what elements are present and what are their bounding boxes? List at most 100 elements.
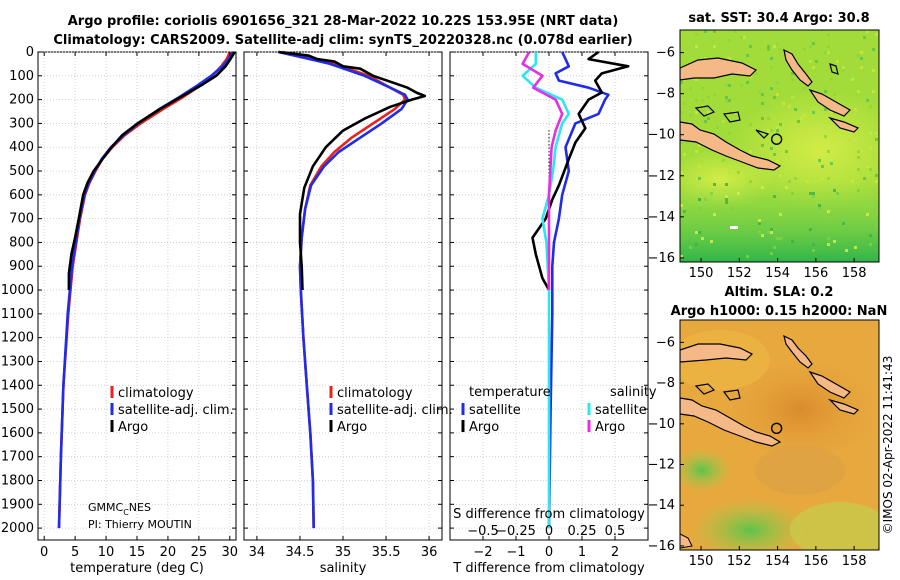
- map-y-tick-label: −8: [656, 376, 675, 391]
- x2-tick-label: −0.25: [496, 524, 536, 539]
- series-line-argo: [278, 50, 427, 291]
- sst-pixel: [770, 231, 773, 234]
- x2-tick-label: 0: [545, 524, 553, 539]
- sst-pixel: [779, 174, 782, 177]
- sst-pixel: [866, 30, 869, 33]
- sst-pixel: [698, 177, 701, 180]
- sst-pixel: [740, 36, 743, 39]
- legend-label-s-sat: satellite: [595, 403, 647, 418]
- map-x-tick-label: 158: [842, 554, 867, 569]
- x-tick-label: 30: [222, 545, 239, 560]
- sst-pixel: [824, 90, 827, 93]
- y-tick-label: 500: [9, 164, 34, 179]
- sst-pixel: [713, 45, 716, 48]
- x-tick-label: −1: [506, 545, 525, 560]
- sst-pixel: [698, 198, 701, 201]
- sst-pixel: [698, 207, 701, 210]
- sst-pixel: [791, 192, 794, 195]
- sst-pixel: [770, 129, 773, 132]
- x2-tick-label: 0.5: [605, 524, 626, 539]
- sst-pixel: [869, 168, 872, 171]
- sst-pixel: [725, 195, 728, 198]
- x-tick-label: 36: [421, 545, 438, 560]
- sst-pixel: [776, 159, 779, 162]
- sst-pixel: [713, 93, 716, 96]
- y-tick-label: 400: [9, 140, 34, 155]
- sst-missing-pixel: [730, 226, 738, 229]
- sst-pixel: [749, 75, 752, 78]
- sst-pixel: [704, 57, 707, 60]
- y-tick-label: 1800: [1, 473, 34, 488]
- sst-pixel: [746, 255, 749, 258]
- sst-pixel: [851, 180, 854, 183]
- sst-pixel: [833, 240, 836, 243]
- sst-pixel: [695, 150, 698, 153]
- sst-pixel: [761, 117, 764, 120]
- sst-pixel: [860, 66, 863, 69]
- sst-pixel: [824, 108, 827, 111]
- legend-title-salinity: salinity: [610, 385, 657, 400]
- sst-pixel: [779, 48, 782, 51]
- sst-pixel: [731, 207, 734, 210]
- map-y-tick-label: −12: [648, 458, 675, 473]
- map-x-tick-label: 152: [727, 266, 752, 281]
- sst-pixel: [791, 78, 794, 81]
- sst-pixel: [761, 102, 764, 105]
- sst-pixel: [815, 60, 818, 63]
- sst-pixel: [749, 123, 752, 126]
- sst-pixel: [713, 183, 716, 186]
- sst-pixel: [728, 132, 731, 135]
- temperature-xlabel: temperature (deg C): [70, 561, 204, 576]
- salinity-xlabel: salinity: [320, 561, 367, 576]
- x-tick-label: 34: [249, 545, 266, 560]
- map-y-tick-label: −12: [648, 169, 675, 184]
- sst-pixel: [827, 33, 830, 36]
- legend-label-clim: climatology: [118, 386, 194, 401]
- sst-pixel: [857, 150, 860, 153]
- sst-pixel: [683, 153, 686, 156]
- sst-pixel: [791, 96, 794, 99]
- sst-pixel: [776, 126, 779, 129]
- sst-pixel: [761, 186, 764, 189]
- map-y-tick-label: −14: [648, 498, 675, 513]
- sst-pixel: [713, 213, 716, 216]
- sst-pixel: [698, 231, 701, 234]
- y-tick-label: 1300: [1, 354, 34, 369]
- series-line-t-satellite: [547, 51, 610, 529]
- y-tick-label: 1100: [1, 307, 34, 322]
- sst-pixel: [872, 69, 875, 72]
- sst-pixel: [680, 141, 683, 144]
- sst-pixel: [788, 141, 791, 144]
- sst-pixel: [818, 207, 821, 210]
- x-tick-label: 25: [191, 545, 208, 560]
- y-tick-label: 2000: [1, 521, 34, 536]
- sst-pixel: [827, 51, 830, 54]
- sst-pixel: [728, 171, 731, 174]
- sst-pixel: [869, 105, 872, 108]
- sst-pixel: [734, 30, 737, 33]
- y-tick-label: 1900: [1, 497, 34, 512]
- sst-pixel: [767, 129, 770, 132]
- sst-pixel: [869, 234, 872, 237]
- sst-pixel: [830, 111, 833, 114]
- legend-label-t-sat: satellite: [469, 403, 521, 418]
- sst-map: 150 152 154 156 158 −6 −8 −10 −12 −14 −16: [648, 29, 880, 281]
- map-x-tick-label: 156: [803, 266, 828, 281]
- sst-pixel: [773, 195, 776, 198]
- sst-pixel: [827, 150, 830, 153]
- series-line-s-argo: [521, 51, 564, 290]
- sst-pixel: [797, 120, 800, 123]
- series-line-satellite-adj-clim-: [278, 50, 409, 529]
- sst-pixel: [833, 189, 836, 192]
- sst-pixel: [842, 69, 845, 72]
- sst-pixel: [773, 96, 776, 99]
- map-y-tick-label: −16: [648, 251, 675, 266]
- legend-label-argo: Argo: [118, 420, 148, 435]
- sst-pixel: [863, 36, 866, 39]
- sst-pixel: [776, 237, 779, 240]
- map-x-tick-label: 150: [689, 266, 714, 281]
- sst-pixel: [740, 171, 743, 174]
- sst-pixel: [725, 99, 728, 102]
- sst-pixel: [776, 132, 779, 135]
